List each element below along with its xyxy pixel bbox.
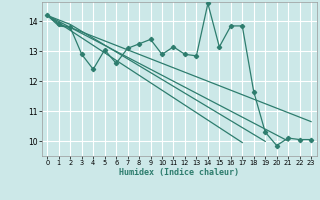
X-axis label: Humidex (Indice chaleur): Humidex (Indice chaleur) xyxy=(119,168,239,177)
